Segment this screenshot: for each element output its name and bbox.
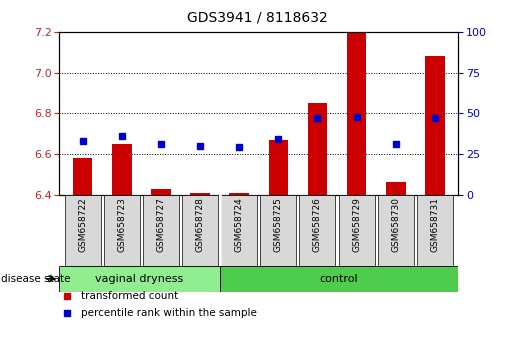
Text: GSM658724: GSM658724 bbox=[235, 197, 244, 252]
Bar bbox=[300, 195, 335, 266]
Bar bbox=[307, 103, 327, 195]
Text: GDS3941 / 8118632: GDS3941 / 8118632 bbox=[187, 11, 328, 25]
Bar bbox=[143, 195, 179, 266]
Text: percentile rank within the sample: percentile rank within the sample bbox=[81, 308, 257, 318]
Bar bbox=[191, 193, 210, 195]
Bar bbox=[73, 158, 93, 195]
Bar bbox=[104, 195, 140, 266]
Bar bbox=[425, 56, 444, 195]
Text: GSM658726: GSM658726 bbox=[313, 197, 322, 252]
Bar bbox=[221, 195, 257, 266]
Text: control: control bbox=[320, 274, 358, 284]
Bar bbox=[417, 195, 453, 266]
Bar bbox=[261, 195, 296, 266]
Bar bbox=[59, 266, 220, 292]
Bar bbox=[151, 189, 171, 195]
Text: GSM658725: GSM658725 bbox=[274, 197, 283, 252]
Bar bbox=[112, 144, 132, 195]
Bar bbox=[377, 195, 414, 266]
Text: GSM658722: GSM658722 bbox=[78, 197, 87, 252]
Text: GSM658727: GSM658727 bbox=[157, 197, 165, 252]
Text: GSM658730: GSM658730 bbox=[391, 197, 400, 252]
Bar bbox=[230, 193, 249, 195]
Bar bbox=[182, 195, 218, 266]
Text: vaginal dryness: vaginal dryness bbox=[95, 274, 183, 284]
Bar bbox=[65, 195, 101, 266]
Bar bbox=[268, 140, 288, 195]
Text: GSM658723: GSM658723 bbox=[117, 197, 126, 252]
Text: GSM658731: GSM658731 bbox=[431, 197, 439, 252]
Bar bbox=[386, 182, 405, 195]
Text: disease state: disease state bbox=[1, 274, 71, 284]
Bar bbox=[220, 266, 458, 292]
Bar bbox=[347, 32, 366, 195]
Text: transformed count: transformed count bbox=[81, 291, 178, 302]
Bar bbox=[339, 195, 374, 266]
Text: GSM658728: GSM658728 bbox=[196, 197, 204, 252]
Text: GSM658729: GSM658729 bbox=[352, 197, 361, 252]
